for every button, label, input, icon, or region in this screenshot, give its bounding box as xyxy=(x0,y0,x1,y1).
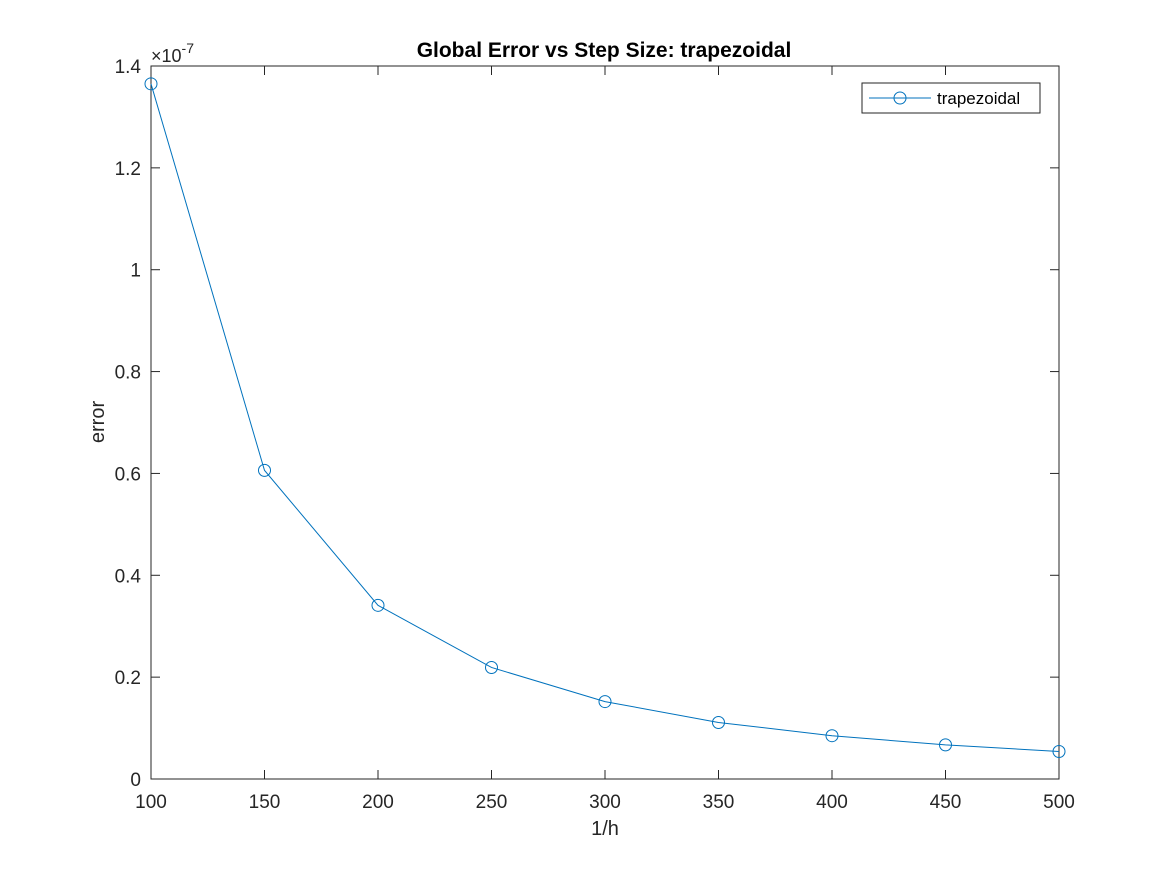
legend-marker xyxy=(893,91,907,105)
svg-text:×10-7: ×10-7 xyxy=(151,40,194,66)
y-exponent-power: -7 xyxy=(182,40,195,56)
data-point xyxy=(1052,744,1066,758)
y-tick-label: 0.4 xyxy=(115,566,142,587)
data-point xyxy=(371,598,385,612)
data-point xyxy=(598,695,612,709)
axes-box xyxy=(150,65,1060,780)
x-tick-label: 300 xyxy=(589,792,621,813)
data-point xyxy=(939,738,952,752)
y-axis-tick-labels: 0 0.2 0.4 0.6 0.8 1 1.2 1.4 xyxy=(115,57,142,791)
y-tick-label: 0.2 xyxy=(115,668,141,689)
y-tick-label: 1.2 xyxy=(115,159,141,180)
legend: trapezoidal xyxy=(861,82,1041,114)
y-exponent-base: ×10 xyxy=(151,46,182,66)
legend-label: trapezoidal xyxy=(937,89,1020,108)
data-point xyxy=(712,715,725,729)
y-tick-label: 0 xyxy=(130,770,141,791)
axis-ticks xyxy=(150,65,1060,780)
y-tick-label: 0.6 xyxy=(115,464,141,485)
y-tick-label: 1.4 xyxy=(115,57,142,78)
data-point xyxy=(144,77,158,91)
series-line xyxy=(150,83,1060,752)
data-point xyxy=(258,463,271,477)
y-tick-label: 1 xyxy=(130,261,141,282)
x-tick-label: 500 xyxy=(1043,792,1075,813)
data-point xyxy=(825,729,839,743)
x-tick-label: 350 xyxy=(703,792,735,813)
chart-title: Global Error vs Step Size: trapezoidal xyxy=(417,39,792,62)
x-tick-label: 200 xyxy=(362,792,394,813)
series-trapezoidal xyxy=(144,77,1066,758)
x-axis-tick-labels: 100 150 200 250 300 350 400 450 500 xyxy=(135,792,1075,813)
x-tick-label: 100 xyxy=(135,792,167,813)
x-tick-label: 150 xyxy=(249,792,281,813)
y-axis-exponent: ×10-7 xyxy=(151,40,194,66)
y-tick-label: 0.8 xyxy=(115,363,141,384)
x-tick-label: 400 xyxy=(816,792,848,813)
y-axis-label: error xyxy=(87,401,109,444)
x-tick-label: 450 xyxy=(930,792,962,813)
x-axis-label: 1/h xyxy=(591,818,619,840)
x-tick-label: 250 xyxy=(476,792,508,813)
data-point xyxy=(485,660,498,674)
